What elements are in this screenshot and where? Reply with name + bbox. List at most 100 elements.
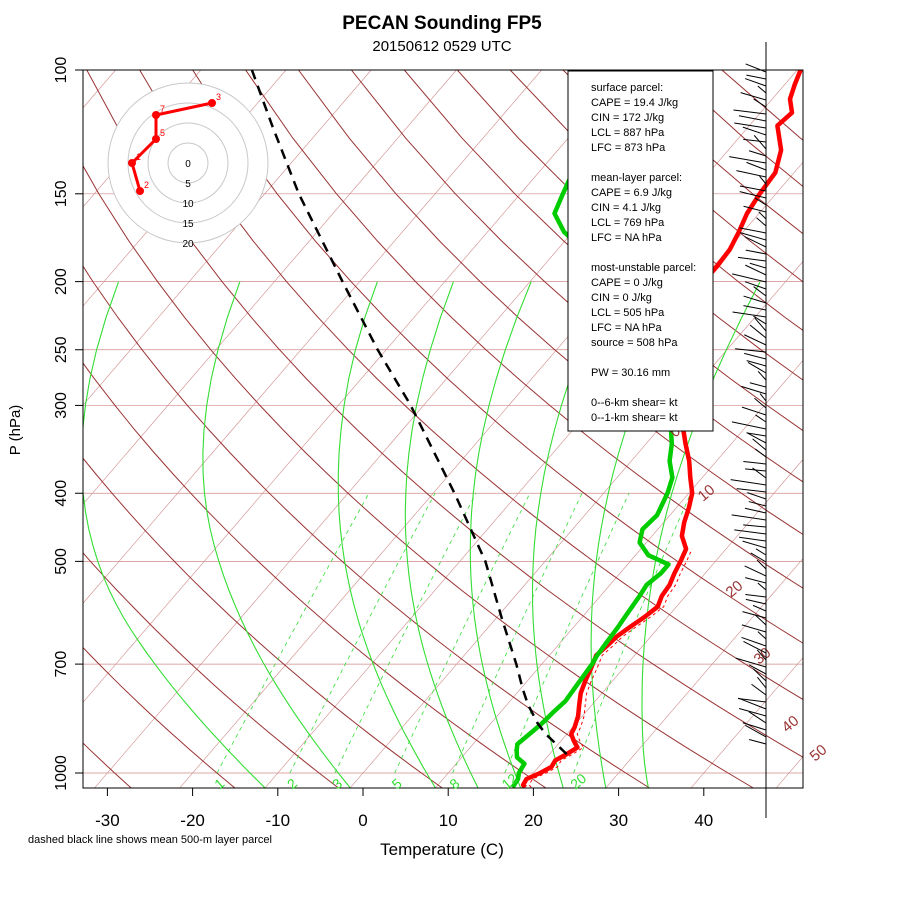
- wind-barb: [734, 529, 767, 535]
- isotherm: [775, 756, 803, 788]
- isotherm: [83, 70, 628, 703]
- wind-barb: [759, 175, 767, 185]
- hodograph-ring-label: 0: [185, 159, 191, 170]
- dry-adiabat: [83, 552, 339, 788]
- mixing-ratio-line: [334, 493, 477, 774]
- wind-barb: [744, 334, 767, 346]
- info-line: CAPE = 19.4 J/kg: [591, 97, 678, 109]
- info-line: surface parcel:: [591, 82, 663, 94]
- x-tick-label: 30: [609, 811, 628, 830]
- wind-barb: [737, 698, 767, 703]
- info-line: CIN = 4.1 J/kg: [591, 202, 661, 214]
- x-axis-label: Temperature (C): [380, 840, 504, 859]
- info-line: PW = 30.16 mm: [591, 367, 670, 379]
- wind-barb: [730, 479, 767, 486]
- hodograph-point-label: 2: [144, 180, 149, 190]
- hodograph-point-label: 7: [160, 104, 165, 114]
- wind-barb: [751, 683, 767, 696]
- wind-barb: [741, 624, 767, 633]
- hodograph-ring-label: 5: [185, 179, 191, 190]
- info-line: LCL = 769 hPa: [591, 217, 665, 229]
- hodograph-ring-label: 10: [182, 199, 194, 210]
- wind-barb: [755, 448, 767, 458]
- wind-barb: [755, 414, 767, 423]
- wind-barb: [738, 115, 767, 122]
- dry-adiabat: [139, 70, 803, 701]
- y-tick-label: 300: [53, 392, 70, 419]
- mixing-ratio-line: [216, 493, 370, 774]
- wind-barb: [748, 664, 767, 675]
- plot-frame: [82, 69, 804, 789]
- wind-barb: [746, 432, 767, 444]
- mixing-ratio-label: 2: [284, 775, 300, 792]
- hodograph-point-label: 1: [136, 152, 141, 162]
- wind-barb: [754, 397, 767, 409]
- wind-barb: [740, 232, 767, 241]
- wind-barb: [742, 611, 767, 619]
- mixing-ratio-line: [452, 493, 583, 774]
- info-box: surface parcel: CAPE = 19.4 J/kg CIN = 172…: [567, 70, 714, 432]
- dry-adiabat: [83, 164, 754, 788]
- mixing-ratio-line: [573, 493, 692, 774]
- wind-barb: [736, 488, 767, 493]
- wind-barb: [732, 311, 767, 318]
- wind-barb: [745, 594, 767, 598]
- wind-barb: [742, 722, 767, 731]
- x-tick-label: 0: [358, 811, 367, 830]
- wind-barb: [757, 371, 767, 381]
- wind-barb: [744, 281, 767, 290]
- y-tick-label: 100: [53, 57, 70, 84]
- hodograph-ring-label: 15: [182, 219, 194, 230]
- dry-adiabat-label: 20: [723, 577, 747, 601]
- x-tick-label: -30: [95, 811, 120, 830]
- wind-barb: [731, 514, 767, 521]
- hodograph-ring: [147, 122, 229, 204]
- wind-barb: [746, 360, 767, 367]
- wind-barb: [733, 109, 767, 115]
- hodograph-ring-label: 20: [182, 239, 194, 250]
- wind-barb: [742, 540, 767, 549]
- mixing-ratio-label: 5: [388, 775, 404, 792]
- dry-adiabat: [83, 646, 236, 788]
- wind-barb: [756, 649, 767, 661]
- wind-barb: [744, 352, 767, 360]
- x-tick-label: 20: [524, 811, 543, 830]
- wind-barb: [742, 126, 767, 136]
- isotherm: [690, 657, 803, 788]
- wind-barb: [755, 548, 767, 556]
- y-tick-label: 1000: [53, 755, 70, 791]
- wind-barb: [749, 382, 767, 388]
- mixing-ratio-line: [504, 493, 630, 774]
- wind-barb: [743, 524, 767, 528]
- wind-barb: [745, 577, 767, 584]
- wind-barb: [743, 295, 767, 304]
- info-line: 0--6-km shear= kt: [591, 397, 678, 409]
- x-tick-label: -10: [266, 811, 291, 830]
- info-line: mean-layer parcel:: [591, 172, 682, 184]
- y-tick-label: 150: [53, 180, 70, 207]
- wind-barb: [754, 614, 767, 626]
- wind-barb: [752, 604, 767, 612]
- wind-barb: [754, 317, 767, 332]
- info-line: LFC = NA hPa: [591, 232, 663, 244]
- x-axis: -30 -20 -10 0 10 20 30 40: [95, 788, 713, 830]
- y-tick-label: 500: [53, 548, 70, 575]
- wind-barb: [743, 138, 767, 143]
- y-tick-label: 400: [53, 480, 70, 507]
- dry-adiabat: [83, 265, 650, 788]
- info-line: LFC = NA hPa: [591, 322, 663, 334]
- hodograph-point: [136, 187, 144, 195]
- moist-adiabat: [469, 281, 532, 788]
- wind-barb: [741, 385, 767, 395]
- wind-barb: [739, 185, 767, 192]
- wind-barb: [749, 739, 767, 745]
- y-tick-label: 200: [53, 268, 70, 295]
- wind-barb: [745, 249, 767, 255]
- wind-barb: [747, 492, 767, 500]
- hodograph-point-label: 3: [216, 92, 221, 102]
- wind-barb: [745, 724, 767, 738]
- wind-barb: [750, 552, 767, 563]
- isotherm: [605, 558, 803, 788]
- chart-title: PECAN Sounding FP5: [342, 13, 542, 34]
